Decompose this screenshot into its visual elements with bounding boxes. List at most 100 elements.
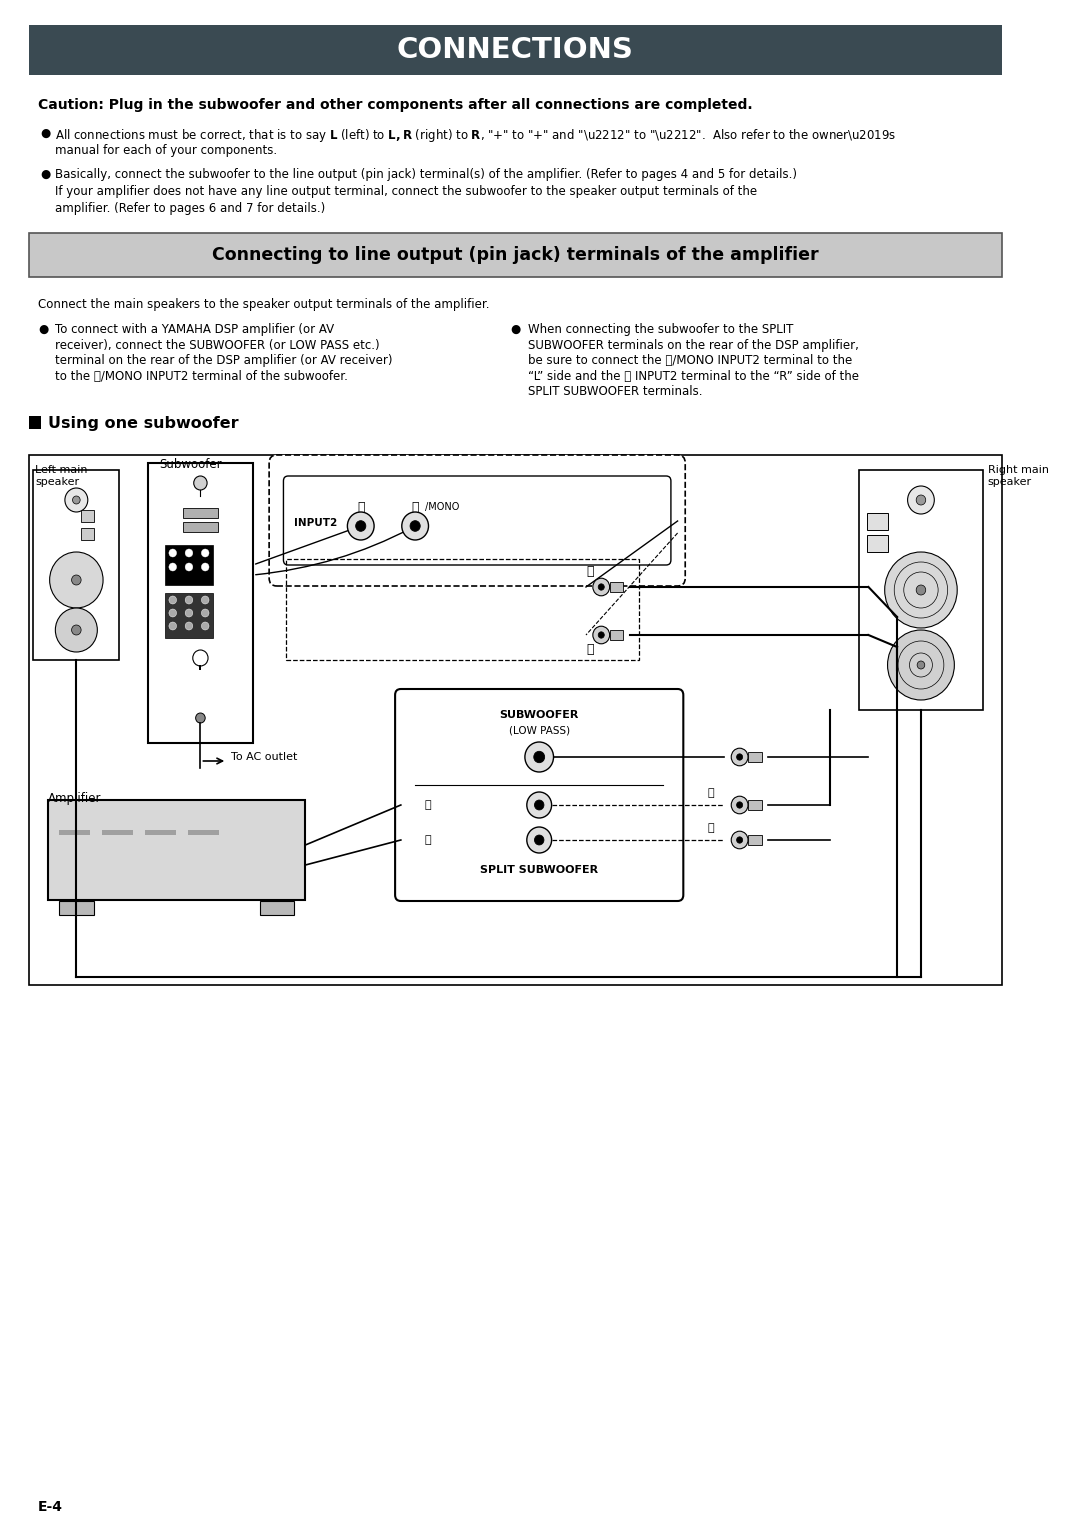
Circle shape	[185, 549, 192, 557]
Bar	[48, 800, 306, 900]
Text: To connect with a YAMAHA DSP amplifier (or AV: To connect with a YAMAHA DSP amplifier (…	[55, 324, 335, 336]
Text: When connecting the subwoofer to the SPLIT: When connecting the subwoofer to the SPL…	[528, 324, 793, 336]
Circle shape	[201, 549, 210, 557]
Circle shape	[71, 575, 81, 584]
Circle shape	[593, 578, 609, 595]
Circle shape	[535, 800, 544, 810]
Circle shape	[888, 630, 955, 700]
Circle shape	[917, 661, 924, 668]
Circle shape	[201, 609, 210, 617]
Bar	[188, 830, 218, 835]
Text: Amplifier: Amplifier	[48, 792, 102, 806]
Circle shape	[201, 623, 210, 630]
Text: ●: ●	[40, 127, 51, 140]
Text: be sure to connect the Ⓛ/MONO INPUT2 terminal to the: be sure to connect the Ⓛ/MONO INPUT2 ter…	[528, 354, 852, 366]
Bar	[29, 455, 1002, 984]
Text: SPLIT SUBWOOFER: SPLIT SUBWOOFER	[481, 865, 598, 874]
FancyBboxPatch shape	[395, 690, 684, 900]
Circle shape	[168, 549, 176, 557]
Text: Ⓡ: Ⓡ	[707, 823, 714, 833]
Circle shape	[201, 597, 210, 604]
Text: amplifier. (Refer to pages 6 and 7 for details.): amplifier. (Refer to pages 6 and 7 for d…	[55, 201, 325, 215]
Text: E-4: E-4	[38, 1500, 63, 1514]
Text: Ⓛ: Ⓛ	[586, 565, 594, 577]
Bar	[145, 830, 176, 835]
Bar	[29, 233, 1002, 278]
Bar	[81, 528, 94, 540]
Circle shape	[598, 632, 605, 638]
Text: manual for each of your components.: manual for each of your components.	[55, 143, 278, 157]
Circle shape	[185, 609, 192, 617]
Circle shape	[593, 626, 609, 644]
Circle shape	[737, 801, 743, 809]
Text: SPLIT SUBWOOFER terminals.: SPLIT SUBWOOFER terminals.	[528, 385, 702, 398]
Circle shape	[65, 488, 87, 513]
Bar	[200, 665, 201, 670]
Circle shape	[50, 552, 103, 607]
Circle shape	[192, 650, 208, 665]
Text: Connect the main speakers to the speaker output terminals of the amplifier.: Connect the main speakers to the speaker…	[38, 298, 489, 311]
Text: Ⓛ: Ⓛ	[424, 800, 431, 810]
Bar	[103, 830, 133, 835]
Text: Ⓛ: Ⓛ	[411, 501, 419, 514]
Circle shape	[737, 836, 743, 844]
Circle shape	[535, 835, 544, 845]
Text: /MONO: /MONO	[424, 502, 459, 513]
FancyBboxPatch shape	[269, 455, 685, 586]
Text: Right main
speaker: Right main speaker	[988, 465, 1049, 487]
Bar	[59, 900, 94, 916]
Circle shape	[72, 496, 80, 504]
Circle shape	[168, 597, 176, 604]
Circle shape	[168, 623, 176, 630]
Circle shape	[731, 797, 748, 813]
Text: ●: ●	[40, 168, 51, 182]
Circle shape	[168, 563, 176, 571]
Bar	[29, 24, 1002, 75]
Bar	[748, 800, 761, 810]
Circle shape	[55, 607, 97, 652]
Text: All connections must be correct, that is to say $\bf{L}$ (left) to $\bf{L, R}$ (: All connections must be correct, that is…	[55, 127, 896, 143]
Circle shape	[527, 792, 552, 818]
Text: ●: ●	[511, 324, 521, 336]
Text: SUBWOOFER terminals on the rear of the DSP amplifier,: SUBWOOFER terminals on the rear of the D…	[528, 339, 859, 351]
Text: ●: ●	[38, 324, 49, 336]
Bar	[748, 752, 761, 761]
Text: Ⓡ: Ⓡ	[357, 501, 364, 514]
Text: SUBWOOFER: SUBWOOFER	[500, 710, 579, 720]
Circle shape	[402, 513, 429, 540]
Circle shape	[916, 584, 926, 595]
Circle shape	[193, 476, 207, 490]
Circle shape	[907, 485, 934, 514]
Text: terminal on the rear of the DSP amplifier (or AV receiver): terminal on the rear of the DSP amplifie…	[55, 354, 393, 366]
Circle shape	[731, 748, 748, 766]
Text: To AC outlet: To AC outlet	[231, 752, 297, 761]
Circle shape	[71, 626, 81, 635]
Bar	[165, 594, 213, 638]
Text: Using one subwoofer: Using one subwoofer	[48, 417, 239, 430]
Text: (LOW PASS): (LOW PASS)	[509, 725, 570, 736]
Circle shape	[185, 597, 192, 604]
Bar	[29, 417, 41, 429]
Text: Ⓡ: Ⓡ	[424, 835, 431, 845]
Circle shape	[534, 751, 544, 763]
Circle shape	[916, 494, 926, 505]
Circle shape	[527, 827, 552, 853]
Circle shape	[185, 563, 192, 571]
Circle shape	[355, 520, 366, 531]
Text: INPUT2: INPUT2	[294, 517, 337, 528]
Bar	[866, 536, 888, 552]
Text: If your amplifier does not have any line output terminal, connect the subwoofer : If your amplifier does not have any line…	[55, 185, 757, 198]
Text: CONNECTIONS: CONNECTIONS	[397, 37, 634, 64]
Text: Connecting to line output (pin jack) terminals of the amplifier: Connecting to line output (pin jack) ter…	[212, 246, 819, 264]
Bar	[148, 462, 253, 743]
Circle shape	[731, 832, 748, 848]
Bar	[259, 900, 294, 916]
Bar	[286, 559, 639, 661]
Circle shape	[185, 623, 192, 630]
Text: Ⓛ: Ⓛ	[707, 787, 714, 798]
Circle shape	[168, 609, 176, 617]
Bar	[33, 470, 119, 661]
Text: to the Ⓛ/MONO INPUT2 terminal of the subwoofer.: to the Ⓛ/MONO INPUT2 terminal of the sub…	[55, 369, 348, 383]
Text: “L” side and the Ⓡ INPUT2 terminal to the “R” side of the: “L” side and the Ⓡ INPUT2 terminal to th…	[528, 369, 859, 383]
Bar	[609, 630, 623, 639]
